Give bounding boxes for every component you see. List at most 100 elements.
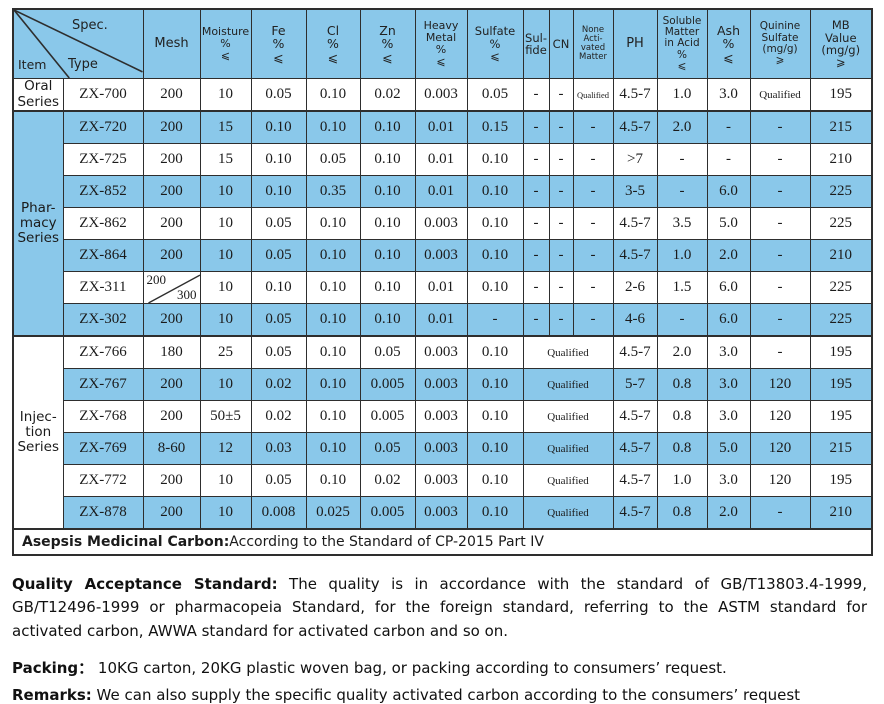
cell-type: ZX-302: [62, 303, 144, 337]
col-header-line: Sulfate: [761, 31, 799, 44]
cell-heavy: 0.01: [414, 271, 468, 304]
cell-sulfate: 0.10: [466, 175, 524, 208]
cell-soluble: 1.0: [656, 464, 708, 497]
cell-moisture: 10: [199, 368, 252, 401]
cell-type: ZX-700: [62, 78, 144, 112]
cell-fe: 0.05: [250, 239, 307, 272]
cell-cn: -: [548, 239, 574, 272]
col-header-line: vated: [580, 43, 606, 53]
cell-cl: 0.05: [305, 143, 361, 176]
group-label-line: Series: [17, 93, 59, 110]
col-header-line: Ash: [717, 22, 740, 38]
cell-sulfide: -: [522, 78, 550, 112]
cell-cl: 0.10: [305, 110, 361, 144]
col-header-line: Sulfate: [474, 24, 516, 39]
cell-type: ZX-767: [62, 368, 144, 401]
group-label-line: macy: [19, 214, 57, 231]
cell-heavy: 0.003: [414, 335, 468, 369]
col-header-line: ⩾: [775, 54, 785, 67]
cell-mb: 225: [809, 303, 873, 337]
cell-soluble: 0.8: [656, 432, 708, 465]
cell-mesh: 200: [142, 464, 201, 497]
cell-zn: 0.10: [359, 271, 416, 304]
cell-heavy: 0.01: [414, 110, 468, 144]
cell-ph: 3-5: [612, 175, 658, 208]
cell-quinine: -: [749, 110, 811, 144]
col-header-line: Acti-: [583, 33, 603, 44]
cell-cl: 0.10: [305, 335, 361, 369]
cell-sulfide: -: [522, 271, 550, 304]
cell-mb: 195: [809, 335, 873, 369]
cell-fe: 0.05: [250, 78, 307, 112]
cell-fe: 0.05: [250, 464, 307, 497]
cell-cn: -: [548, 78, 574, 112]
cell-zn: 0.005: [359, 400, 416, 433]
cell-zn: 0.05: [359, 432, 416, 465]
cell-moisture: 50±5: [199, 400, 252, 433]
group-label-line: Phar-: [20, 199, 56, 216]
cell-fe: 0.10: [250, 271, 307, 304]
cell-ash: 5.0: [706, 432, 751, 465]
cell-ash: -: [706, 143, 751, 176]
cell-ash: 6.0: [706, 303, 751, 337]
cell-sulfide: -: [522, 110, 550, 144]
cell-moisture: 25: [199, 335, 252, 369]
asepsis-note-text: According to the Standard of CP-2015 Par…: [229, 534, 544, 550]
cell-fe: 0.03: [250, 432, 307, 465]
cell-heavy: 0.003: [414, 368, 468, 401]
cell-ph: 4.5-7: [612, 78, 658, 112]
page: { "colors": { "cell_blue": "#8AC8EA", "b…: [12, 8, 873, 704]
cell-type: ZX-311: [62, 271, 144, 304]
cell-quinine: 120: [749, 432, 811, 465]
cell-none_activated: -: [572, 303, 614, 337]
cell-mb: 195: [809, 368, 873, 401]
cell-moisture: 10: [199, 464, 252, 497]
cell-sulfide: -: [522, 143, 550, 176]
cell-soluble: 2.0: [656, 335, 708, 369]
cell-none_activated: -: [572, 143, 614, 176]
cell-cn: -: [548, 271, 574, 304]
col-header-line: Fe: [271, 22, 286, 38]
cell-zn: 0.10: [359, 110, 416, 144]
cell-moisture: 10: [199, 78, 252, 112]
cell-moisture: 10: [199, 207, 252, 240]
cell-fe: 0.02: [250, 400, 307, 433]
col-header-line: ⩽: [677, 59, 687, 72]
cell-fe: 0.008: [250, 496, 307, 530]
cell-ash: 5.0: [706, 207, 751, 240]
cell-cl: 0.10: [305, 239, 361, 272]
cell-ph: 4.5-7: [612, 239, 658, 272]
cell-type: ZX-864: [62, 239, 144, 272]
cell-moisture: 10: [199, 496, 252, 530]
cell-moisture: 10: [199, 271, 252, 304]
cell-cl: 0.10: [305, 271, 361, 304]
cell-soluble: -: [656, 303, 708, 337]
cell-quinine: -: [749, 271, 811, 304]
cell-cl: 0.10: [305, 464, 361, 497]
cell-sulfate: 0.15: [466, 110, 524, 144]
cell-ash: 3.0: [706, 464, 751, 497]
cell-ph: 5-7: [612, 368, 658, 401]
cell-ash: 6.0: [706, 271, 751, 304]
cell-soluble: 0.8: [656, 368, 708, 401]
col-header-cl: Cl% ⩽: [305, 8, 361, 79]
asepsis-note: Asepsis Medicinal Carbon:According to th…: [12, 528, 873, 556]
cell-quinine: Qualified: [749, 78, 811, 112]
cell-cl: 0.025: [305, 496, 361, 530]
col-header-line: Metal: [425, 31, 457, 45]
cell-qualified-merged: Qualified: [522, 335, 614, 369]
cell-ph: 4-6: [612, 303, 658, 337]
col-header-line: ⩽: [273, 49, 284, 65]
cell-soluble: 1.0: [656, 239, 708, 272]
cell-type: ZX-769: [62, 432, 144, 465]
col-header-none_activated: None Acti-vated Matter: [572, 8, 614, 79]
cell-mb: 210: [809, 239, 873, 272]
col-header-moisture: Moisture% ⩽: [199, 8, 252, 79]
cell-mb: 195: [809, 78, 873, 112]
quality-acceptance-label: Quality Acceptance Standard:: [12, 575, 278, 593]
group-label-line: tion: [25, 423, 52, 440]
col-header-line: %: [272, 36, 285, 52]
cell-cl: 0.10: [305, 78, 361, 112]
diagonal-line: [144, 272, 200, 303]
col-header-line: ⩽: [382, 49, 393, 65]
